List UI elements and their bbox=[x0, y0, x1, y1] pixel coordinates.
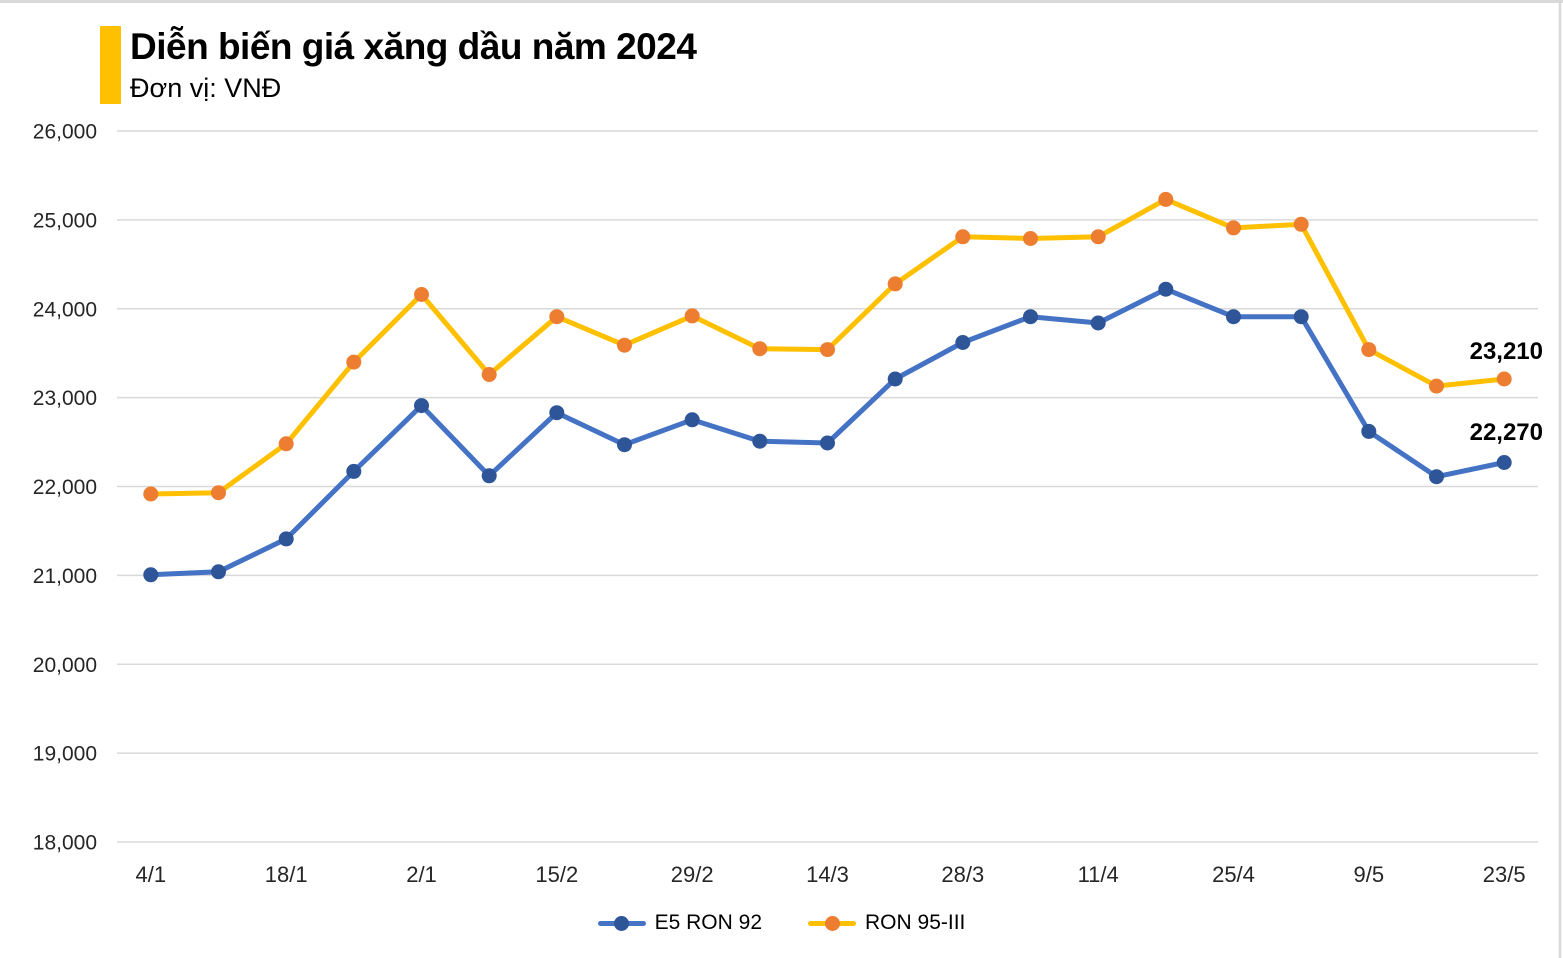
y-tick-label: 20,000 bbox=[33, 654, 97, 677]
data-point-marker bbox=[1293, 309, 1309, 325]
y-tick-label: 19,000 bbox=[33, 743, 97, 766]
chart-unit-label: Đơn vị: VNĐ bbox=[130, 73, 282, 104]
data-point-marker bbox=[143, 567, 159, 583]
data-point-marker bbox=[820, 342, 835, 358]
x-axis-labels: 4/1 18/1 2/1 15/2 29/2 14/3 28/3 11/4 25/4 9/5 23/… bbox=[136, 862, 1526, 887]
y-tick-label: 18,000 bbox=[33, 832, 97, 855]
x-tick-label: 9/5 bbox=[1354, 862, 1385, 887]
data-point-marker bbox=[1090, 315, 1106, 331]
data-point-marker bbox=[481, 367, 497, 382]
line-marker-swatch-icon bbox=[808, 915, 857, 931]
data-point-marker bbox=[617, 337, 632, 353]
data-point-marker bbox=[1226, 220, 1241, 236]
data-point-marker bbox=[1429, 378, 1444, 394]
y-tick-label: 21,000 bbox=[33, 565, 97, 588]
data-point-marker bbox=[1226, 309, 1241, 325]
series-end-label-ron95: 23,210 bbox=[1469, 338, 1543, 365]
data-point-marker bbox=[1361, 342, 1377, 358]
data-point-marker bbox=[1429, 469, 1444, 485]
legend-label: RON 95-III bbox=[865, 911, 966, 934]
data-point-marker bbox=[1023, 309, 1038, 325]
line-marker-swatch-icon bbox=[597, 915, 646, 931]
data-point-marker bbox=[752, 341, 768, 357]
y-axis-labels: 18,000 19,000 20,000 21,000 22,000 23,000 24,0… bbox=[33, 121, 97, 855]
data-point-marker bbox=[549, 309, 565, 325]
x-tick-label: 2/1 bbox=[406, 862, 437, 887]
data-point-marker bbox=[1158, 191, 1174, 207]
data-point-marker bbox=[1090, 229, 1106, 245]
data-point-marker bbox=[278, 436, 294, 452]
x-tick-label: 15/2 bbox=[535, 862, 578, 887]
legend-item-ron-95-iii: RON 95-III bbox=[808, 911, 965, 935]
data-point-marker bbox=[1496, 455, 1512, 470]
x-tick-label: 18/1 bbox=[265, 862, 308, 887]
data-point-marker bbox=[752, 433, 768, 449]
data-point-marker bbox=[887, 276, 903, 292]
x-tick-label: 14/3 bbox=[806, 862, 849, 887]
x-tick-label: 23/5 bbox=[1483, 862, 1526, 887]
data-point-marker bbox=[887, 371, 903, 387]
legend-item-e5-ron-92: E5 RON 92 bbox=[597, 911, 763, 935]
gridlines bbox=[117, 130, 1538, 843]
x-tick-label: 11/4 bbox=[1078, 862, 1119, 887]
data-point-marker bbox=[414, 287, 429, 302]
x-tick-label: 4/1 bbox=[136, 862, 167, 887]
chart-header: Diễn biến giá xăng dầu năm 2024 Đơn vị: … bbox=[100, 26, 697, 104]
data-point-marker bbox=[211, 485, 226, 501]
chart-legend: E5 RON 92 RON 95-III bbox=[0, 905, 1563, 941]
accent-bar bbox=[100, 26, 121, 104]
series-end-label-e5: 22,270 bbox=[1469, 419, 1543, 446]
data-point-marker bbox=[346, 354, 362, 370]
data-point-marker bbox=[617, 437, 632, 453]
series-line bbox=[148, 286, 1507, 578]
x-tick-label: 25/4 bbox=[1212, 862, 1255, 887]
y-tick-label: 25,000 bbox=[33, 209, 97, 232]
legend-label: E5 RON 92 bbox=[654, 911, 763, 934]
data-point-marker bbox=[549, 405, 565, 421]
y-tick-label: 26,000 bbox=[33, 121, 97, 144]
series-e5-ron-92 bbox=[143, 281, 1512, 583]
y-tick-label: 23,000 bbox=[33, 387, 97, 410]
data-point-marker bbox=[684, 412, 700, 428]
data-point-marker bbox=[1361, 423, 1377, 439]
data-point-marker bbox=[211, 564, 226, 580]
data-point-marker bbox=[143, 486, 159, 502]
x-tick-label: 28/3 bbox=[941, 862, 984, 887]
data-point-marker bbox=[955, 229, 971, 245]
data-point-marker bbox=[1158, 281, 1174, 297]
data-point-marker bbox=[414, 398, 429, 414]
y-tick-label: 24,000 bbox=[33, 298, 97, 321]
data-point-marker bbox=[955, 335, 971, 350]
series-ron-95-iii bbox=[143, 191, 1512, 502]
data-point-marker bbox=[1293, 216, 1309, 232]
data-point-marker bbox=[820, 435, 835, 451]
title-block: Diễn biến giá xăng dầu năm 2024 Đơn vị: … bbox=[130, 26, 697, 104]
data-point-marker bbox=[346, 463, 362, 479]
data-point-marker bbox=[278, 531, 294, 547]
x-tick-label: 29/2 bbox=[671, 862, 714, 887]
data-point-marker bbox=[1496, 371, 1512, 387]
y-tick-label: 22,000 bbox=[33, 476, 97, 499]
data-point-marker bbox=[1023, 231, 1038, 246]
data-point-marker bbox=[481, 468, 497, 484]
data-point-marker bbox=[684, 308, 700, 324]
chart-title: Diễn biến giá xăng dầu năm 2024 bbox=[130, 26, 697, 67]
